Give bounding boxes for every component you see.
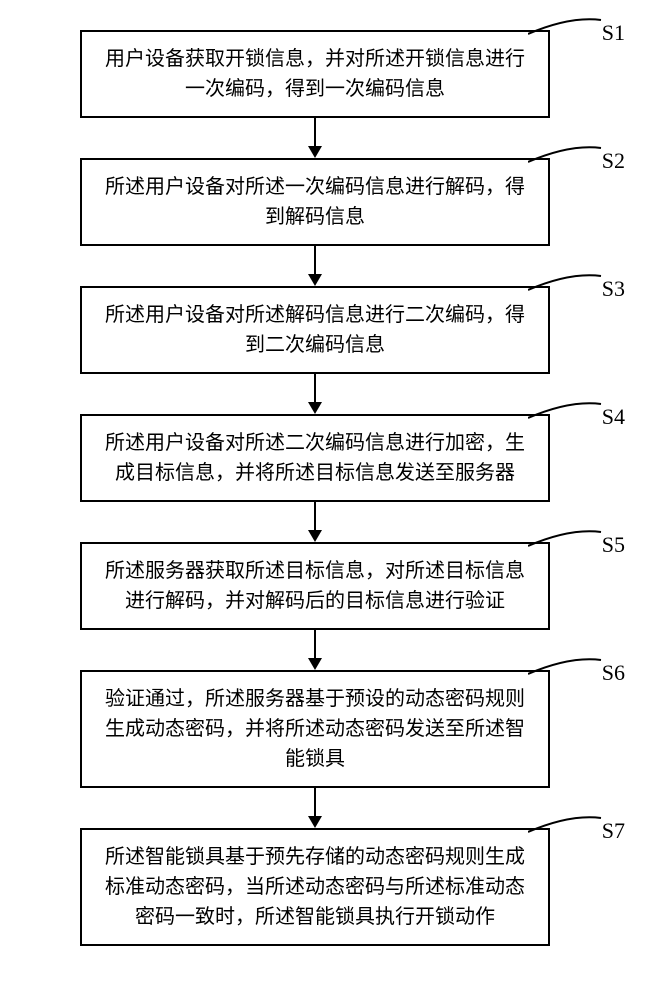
step-label-7: S7 xyxy=(602,818,625,844)
arrow-head-icon xyxy=(308,530,322,542)
arrow-1 xyxy=(308,118,322,158)
step-text-4: 所述用户设备对所述二次编码信息进行加密，生成目标信息，并将所述目标信息发送至服务… xyxy=(102,428,528,488)
step-box-2: 所述用户设备对所述一次编码信息进行解码，得到解码信息 xyxy=(80,158,550,246)
step-label-2: S2 xyxy=(602,148,625,174)
arrow-line-5 xyxy=(314,630,316,658)
step-wrapper-1: 用户设备获取开锁信息，并对所述开锁信息进行一次编码，得到一次编码信息S1 xyxy=(0,30,670,118)
step-wrapper-2: 所述用户设备对所述一次编码信息进行解码，得到解码信息S2 xyxy=(0,158,670,246)
arrow-3 xyxy=(308,374,322,414)
arrow-head-icon xyxy=(308,658,322,670)
arrow-2 xyxy=(308,246,322,286)
arrow-line-4 xyxy=(314,502,316,530)
arrow-line-3 xyxy=(314,374,316,402)
step-wrapper-5: 所述服务器获取所述目标信息，对所述目标信息进行解码，并对解码后的目标信息进行验证… xyxy=(0,542,670,630)
arrow-head-icon xyxy=(308,816,322,828)
step-text-6: 验证通过，所述服务器基于预设的动态密码规则生成动态密码，并将所述动态密码发送至所… xyxy=(102,684,528,774)
arrow-6 xyxy=(308,788,322,828)
step-wrapper-6: 验证通过，所述服务器基于预设的动态密码规则生成动态密码，并将所述动态密码发送至所… xyxy=(0,670,670,788)
step-label-1: S1 xyxy=(602,20,625,46)
step-box-4: 所述用户设备对所述二次编码信息进行加密，生成目标信息，并将所述目标信息发送至服务… xyxy=(80,414,550,502)
step-box-3: 所述用户设备对所述解码信息进行二次编码，得到二次编码信息 xyxy=(80,286,550,374)
step-box-7: 所述智能锁具基于预先存储的动态密码规则生成标准动态密码，当所述动态密码与所述标准… xyxy=(80,828,550,946)
arrow-head-icon xyxy=(308,402,322,414)
step-label-4: S4 xyxy=(602,404,625,430)
step-text-7: 所述智能锁具基于预先存储的动态密码规则生成标准动态密码，当所述动态密码与所述标准… xyxy=(102,842,528,932)
step-wrapper-7: 所述智能锁具基于预先存储的动态密码规则生成标准动态密码，当所述动态密码与所述标准… xyxy=(0,828,670,946)
step-text-5: 所述服务器获取所述目标信息，对所述目标信息进行解码，并对解码后的目标信息进行验证 xyxy=(102,556,528,616)
arrow-line-6 xyxy=(314,788,316,816)
step-label-5: S5 xyxy=(602,532,625,558)
step-text-1: 用户设备获取开锁信息，并对所述开锁信息进行一次编码，得到一次编码信息 xyxy=(102,44,528,104)
arrow-line-2 xyxy=(314,246,316,274)
arrow-head-icon xyxy=(308,146,322,158)
flowchart-container: 用户设备获取开锁信息，并对所述开锁信息进行一次编码，得到一次编码信息S1 所述用户… xyxy=(0,30,670,946)
arrow-4 xyxy=(308,502,322,542)
step-box-1: 用户设备获取开锁信息，并对所述开锁信息进行一次编码，得到一次编码信息 xyxy=(80,30,550,118)
step-wrapper-3: 所述用户设备对所述解码信息进行二次编码，得到二次编码信息S3 xyxy=(0,286,670,374)
step-wrapper-4: 所述用户设备对所述二次编码信息进行加密，生成目标信息，并将所述目标信息发送至服务… xyxy=(0,414,670,502)
arrow-5 xyxy=(308,630,322,670)
step-text-2: 所述用户设备对所述一次编码信息进行解码，得到解码信息 xyxy=(102,172,528,232)
arrow-head-icon xyxy=(308,274,322,286)
step-box-5: 所述服务器获取所述目标信息，对所述目标信息进行解码，并对解码后的目标信息进行验证 xyxy=(80,542,550,630)
step-label-6: S6 xyxy=(602,660,625,686)
step-text-3: 所述用户设备对所述解码信息进行二次编码，得到二次编码信息 xyxy=(102,300,528,360)
step-box-6: 验证通过，所述服务器基于预设的动态密码规则生成动态密码，并将所述动态密码发送至所… xyxy=(80,670,550,788)
arrow-line-1 xyxy=(314,118,316,146)
step-label-3: S3 xyxy=(602,276,625,302)
